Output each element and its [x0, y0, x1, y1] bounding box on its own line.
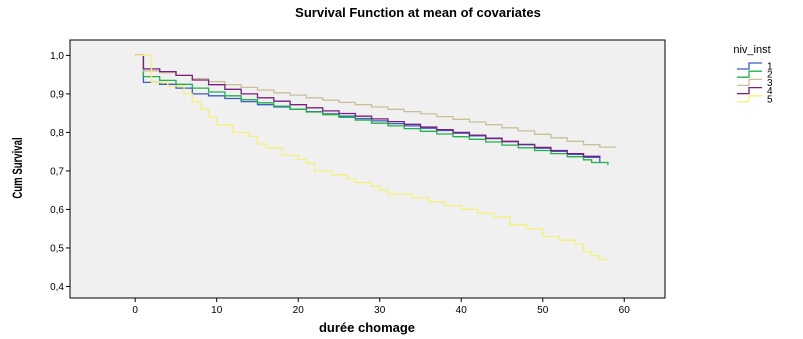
plot-area	[69, 39, 666, 299]
legend-swatch-5	[737, 95, 762, 103]
legend-label: 2	[767, 70, 773, 81]
legend-label: 5	[767, 94, 773, 105]
series-lines	[135, 54, 617, 261]
y-tick-label: 0,5	[50, 243, 64, 254]
y-tick-label: 0,6	[50, 205, 64, 216]
series-line-4	[135, 54, 601, 158]
x-tick-label: 30	[374, 305, 386, 316]
chart-title: Survival Function at mean of covariates	[295, 5, 541, 20]
y-tick-label: 0,9	[50, 89, 64, 100]
series-line-2	[135, 54, 609, 166]
legend-label: 3	[767, 78, 773, 89]
y-tick-label: 0,4	[50, 282, 64, 293]
y-axis-title: Cum Survival	[10, 137, 25, 198]
y-axis: 0,4 0,5 0,6 0,7 0,8 0,9 1,0	[50, 51, 70, 293]
y-tick-label: 0,8	[50, 128, 64, 139]
x-axis-title: durée chomage	[319, 320, 415, 335]
x-tick-label: 0	[132, 305, 138, 316]
x-tick-label: 60	[619, 305, 631, 316]
x-tick-label: 20	[293, 305, 305, 316]
legend-title: niv_inst	[733, 44, 770, 56]
y-tick-label: 0,7	[50, 166, 64, 177]
x-tick-label: 10	[211, 305, 223, 316]
legend-label: 1	[767, 62, 773, 73]
legend-swatch-4	[737, 86, 762, 95]
legend-swatch-2	[737, 70, 762, 78]
y-tick-label: 1,0	[50, 51, 64, 62]
legend-swatch-1	[737, 62, 762, 70]
x-axis: 0 10 20 30 40 50 60	[132, 298, 630, 316]
x-tick-label: 50	[537, 305, 549, 316]
legend-swatch-3	[737, 78, 762, 87]
x-tick-label: 40	[456, 305, 468, 316]
series-line-5	[135, 54, 608, 261]
legend-label: 4	[767, 86, 773, 97]
